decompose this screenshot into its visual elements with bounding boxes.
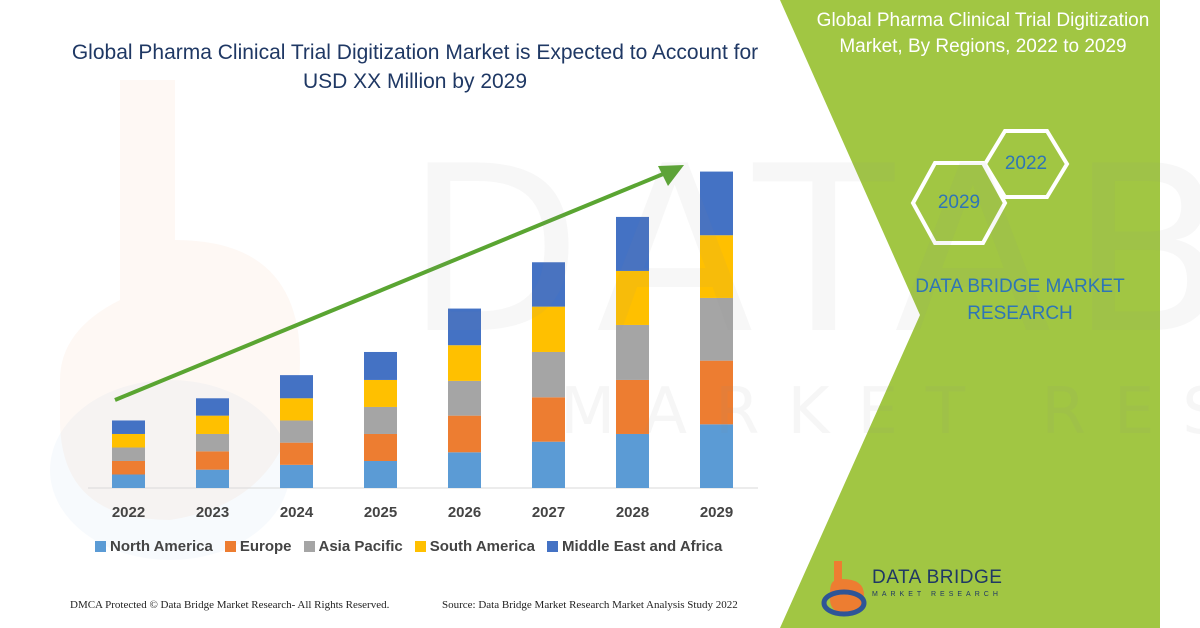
bar-segment-2023-2 [196, 433, 229, 452]
legend-swatch [414, 541, 426, 552]
bar-segment-2026-3 [448, 345, 481, 381]
legend-item: Europe [224, 538, 292, 555]
side-panel-title: Global Pharma Clinical Trial Digitizatio… [816, 10, 1150, 57]
x-tick-label: 2027 [532, 504, 565, 521]
bar-segment-2026-2 [448, 380, 481, 416]
chart-title: Global Pharma Clinical Trial Digitizatio… [71, 41, 759, 93]
bar-segment-2024-2 [280, 420, 313, 443]
bar-segment-2026-1 [448, 415, 481, 453]
trend-arrow-line [114, 170, 669, 402]
hexagon-2022 [982, 129, 1070, 199]
watermark-logo-shape [60, 80, 300, 520]
bar-segment-2022-0 [112, 474, 145, 488]
legend-swatch [303, 541, 315, 552]
x-tick-label: 2029 [700, 504, 733, 521]
bar-segment-2025-3 [364, 379, 397, 407]
chart-legend: North America Europe Asia Pacific South Ame… [95, 538, 722, 555]
x-tick-label: 2023 [196, 504, 229, 521]
legend-label: Middle East and Africa [562, 538, 723, 555]
hexagon-2029 [910, 161, 1008, 245]
x-tick-label: 2026 [448, 504, 481, 521]
stacked-bar-chart: 2022 2023 2024 2025 2026 2027 2028 2029 [88, 165, 758, 521]
hex-label-2022: 2022 [1004, 153, 1048, 174]
bar-segment-2028-0 [616, 433, 649, 488]
bar-segment-2024-0 [280, 464, 313, 488]
bar-segment-2027-0 [532, 441, 565, 488]
bar-segment-2025-2 [364, 406, 397, 434]
logo-subtitle: MARKET RESEARCH [872, 591, 1002, 598]
legend-item: Middle East and Africa [547, 538, 722, 555]
x-tick-label: 2025 [364, 504, 397, 521]
legend-swatch [224, 541, 236, 552]
bar-segment-2028-1 [616, 379, 649, 434]
bar-segment-2027-1 [532, 397, 565, 442]
bar-segment-2024-1 [280, 442, 313, 465]
legend-item: Asia Pacific [303, 538, 403, 555]
bar-segment-2026-4 [448, 308, 481, 346]
bar-segment-2029-4 [700, 171, 733, 236]
bar-segment-2029-2 [700, 297, 733, 361]
bar-segment-2029-1 [700, 360, 733, 425]
x-tick-label: 2024 [280, 504, 314, 521]
bar-segment-2027-3 [532, 306, 565, 352]
data-bridge-logo: DATA BRIDGE MARKET RESEARCH [820, 557, 1010, 617]
bar-segment-2023-4 [196, 398, 229, 416]
bar-segment-2028-4 [616, 216, 649, 271]
bar-segment-2023-3 [196, 415, 229, 434]
legend-label: South America [429, 538, 536, 555]
bar-segment-2022-4 [112, 420, 145, 434]
logo-name: DATA BRIDGE [872, 567, 1003, 588]
bar-segment-2023-0 [196, 469, 229, 488]
bar-segment-2024-3 [280, 398, 313, 421]
legend-label: North America [110, 538, 213, 555]
bar-segment-2022-1 [112, 460, 145, 475]
legend-swatch [547, 541, 559, 552]
legend-label: Europe [239, 538, 292, 555]
watermark-logo-arc [50, 380, 290, 560]
bar-segment-2029-0 [700, 424, 733, 488]
x-tick-label: 2028 [616, 504, 649, 521]
footer-source: Source: Data Bridge Market Research Mark… [442, 599, 738, 611]
bar-segment-2023-1 [196, 451, 229, 470]
trend-arrow-head [658, 165, 684, 186]
hex-label-2029: 2029 [937, 192, 981, 213]
footer-copyright: DMCA Protected © Data Bridge Market Rese… [70, 599, 390, 611]
legend-swatch [95, 541, 106, 552]
bar-segment-2027-2 [532, 351, 565, 398]
bar-segment-2025-1 [364, 433, 397, 461]
bar-segment-2025-0 [364, 460, 397, 488]
bar-segment-2022-3 [112, 433, 145, 448]
bar-segment-2027-4 [532, 262, 565, 307]
legend-item: South America [414, 538, 536, 555]
brand-text: DATA BRIDGE MARKET RESEARCH [915, 276, 1125, 324]
x-tick-label: 2022 [112, 504, 145, 521]
bar-segment-2025-4 [364, 351, 397, 380]
bar-segment-2022-2 [112, 447, 145, 461]
legend-item: North America [95, 538, 213, 555]
bar-segment-2028-3 [616, 270, 649, 325]
bar-segment-2028-2 [616, 324, 649, 380]
data-bridge-logo-icon [821, 561, 867, 617]
bar-segment-2024-4 [280, 375, 313, 399]
bar-segment-2026-0 [448, 452, 481, 488]
legend-label: Asia Pacific [318, 538, 403, 555]
bar-segment-2029-3 [700, 235, 733, 298]
